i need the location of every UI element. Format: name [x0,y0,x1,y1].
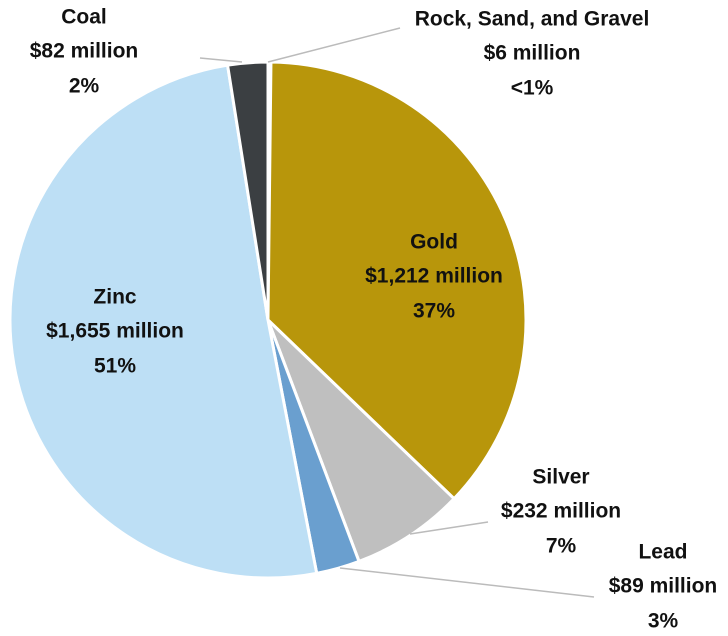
pie-slice [8,63,319,580]
leader-line [409,521,489,535]
slice-value-label: $1,212 million [365,265,503,288]
slice-value-label: $89 million [609,575,718,598]
slice-label: Coal [61,6,107,29]
slice-percent-label: 3% [648,610,679,633]
pie-slice [225,60,270,321]
slice-label: Lead [638,541,687,564]
slice-percent-label: 37% [413,300,455,323]
slice-value-label: $82 million [30,40,139,63]
slice-label: Gold [410,231,458,254]
slice-value-label: $1,655 million [46,320,184,343]
leader-line [339,567,595,598]
leader-line [199,57,243,63]
slice-label: Silver [532,466,589,489]
slice-label: Zinc [93,286,136,309]
slice-percent-label: 7% [546,535,577,558]
slice-percent-label: <1% [511,77,554,100]
slice-value-label: $6 million [484,42,581,65]
slice-percent-label: 2% [69,75,100,98]
pie-slice [266,318,457,564]
pie-slice [266,60,528,501]
slice-value-label: $232 million [501,500,621,523]
slice-label: Rock, Sand, and Gravel [415,8,650,31]
leader-line [267,27,401,63]
slice-percent-label: 51% [94,355,136,378]
